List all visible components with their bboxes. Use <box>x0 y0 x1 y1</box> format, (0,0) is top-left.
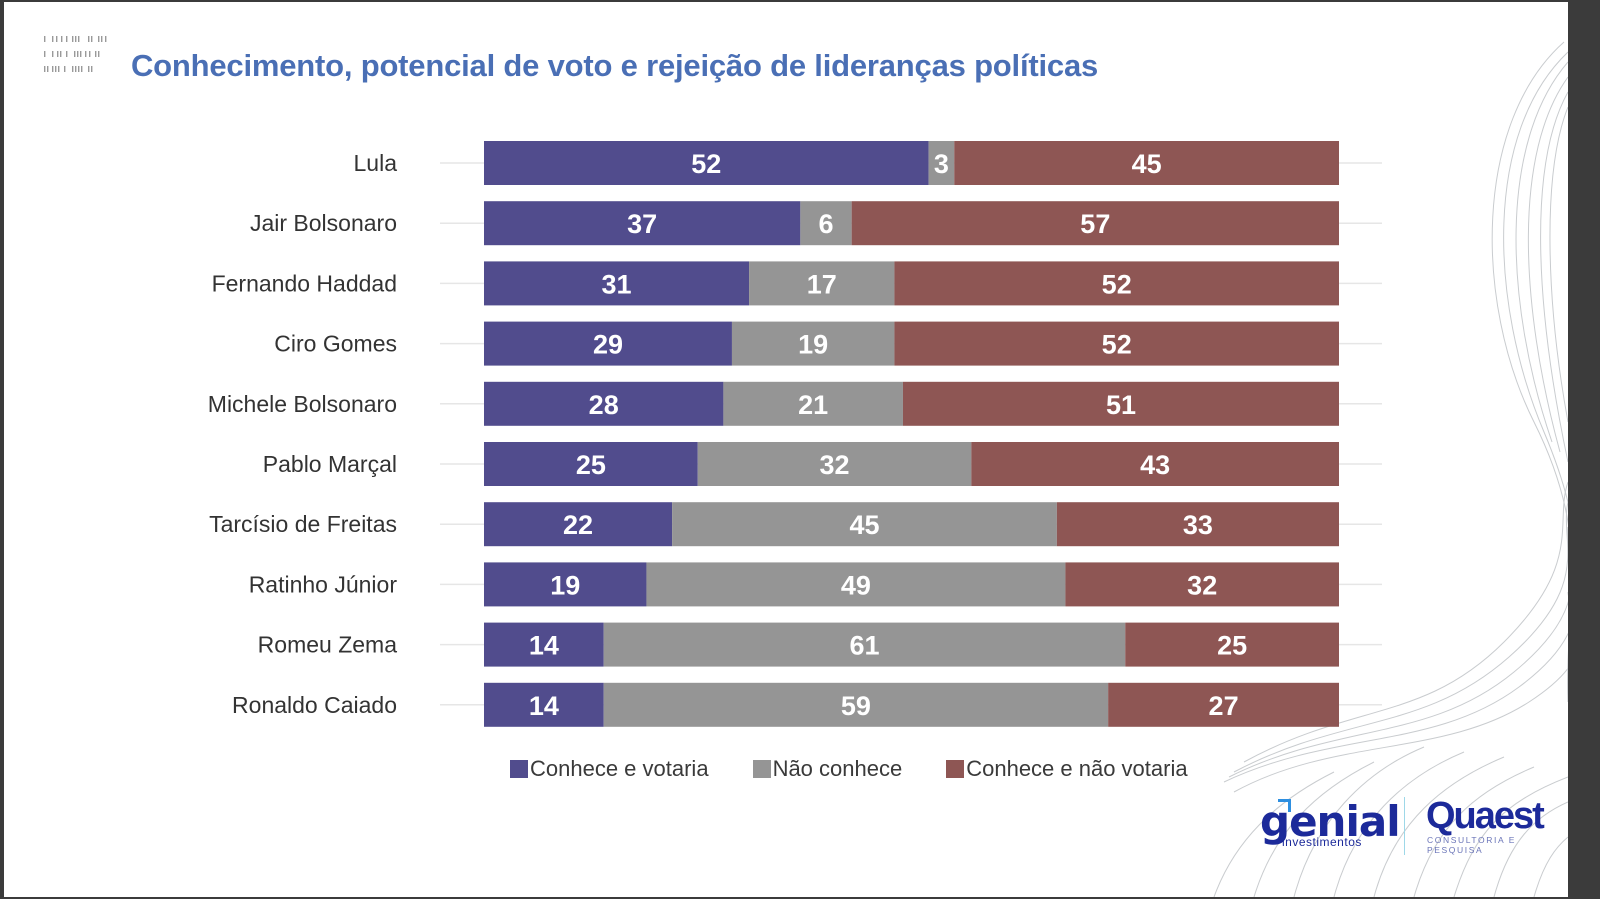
bar-segment-nao-conhece <box>731 321 895 366</box>
data-label: 14 <box>529 631 559 661</box>
bar-segment-nao-conhece <box>749 261 895 306</box>
bar-segment-nao-conhece <box>800 201 852 246</box>
legend-swatch <box>510 760 528 778</box>
legend-swatch <box>752 760 771 778</box>
category-label: Tarcísio de Freitas <box>209 511 397 537</box>
category-label: Michele Bolsonaro <box>208 391 397 417</box>
quaest-subtitle: CONSULTORIA E PESQUISA <box>1427 835 1516 855</box>
bar-segment-conhece-e-votaria <box>484 502 673 547</box>
chart-legend: Conhece e votaria Não conhece Conhece e … <box>510 756 1232 782</box>
data-label: 22 <box>563 510 593 540</box>
legend-item-nao-conhece: Não conhece <box>752 756 903 782</box>
data-label: 61 <box>849 631 879 661</box>
data-label: 31 <box>602 269 632 299</box>
data-label: 32 <box>1187 570 1217 600</box>
bar-segment-nao-conhece <box>697 442 972 486</box>
data-label: 43 <box>1140 450 1170 480</box>
category-label: Ronaldo Caiado <box>232 692 397 718</box>
data-label: 57 <box>1080 209 1110 239</box>
data-label: 59 <box>841 691 871 721</box>
data-label: 52 <box>1102 269 1132 299</box>
quaest-wordmark: Quaest <box>1426 795 1545 837</box>
data-label: 45 <box>1132 149 1162 179</box>
data-label: 21 <box>798 390 828 420</box>
chart-title: Conhecimento, potencial de voto e rejeiç… <box>131 48 1099 83</box>
stacked-bar-chart: Lula 52 3 45 Jair Bolsonaro 37 6 57 Fernando Had… <box>208 141 1382 727</box>
data-label: 32 <box>820 450 850 480</box>
data-label: 25 <box>576 450 606 480</box>
bar-segment-conhece-e-nao-votaria <box>902 381 1339 426</box>
data-label: 52 <box>691 149 721 179</box>
genial-subtitle: investimentos <box>1282 835 1362 849</box>
category-label: Ciro Gomes <box>274 331 397 357</box>
bar-segment-conhece-e-nao-votaria <box>954 141 1339 185</box>
legend-label: Conhece e não votaria <box>966 756 1188 781</box>
partner-logos: genial investimentos Quaest CONSULTORIA … <box>1254 795 1554 857</box>
bar-segment-conhece-e-nao-votaria <box>971 442 1339 486</box>
data-label: 17 <box>807 269 837 299</box>
bar-segment-conhece-e-votaria <box>484 201 801 246</box>
bar-segment-nao-conhece <box>603 622 1126 667</box>
legend-item-conhece-e-nao-votaria: Conhece e não votaria <box>946 756 1188 782</box>
data-label: 28 <box>589 390 619 420</box>
legend-label: Conhece e votaria <box>530 756 709 781</box>
legend-item-conhece-e-votaria: Conhece e votaria <box>510 756 709 782</box>
bar-segment-nao-conhece <box>723 381 903 426</box>
category-label: Fernando Haddad <box>212 270 397 296</box>
data-label: 19 <box>798 330 828 360</box>
category-label: Lula <box>354 150 398 176</box>
bar-segment-conhece-e-votaria <box>484 622 604 667</box>
bar-segment-nao-conhece <box>646 562 1066 607</box>
bar-segment-conhece-e-nao-votaria <box>1065 562 1339 607</box>
bar-segment-conhece-e-votaria <box>484 682 604 727</box>
bar-segment-conhece-e-nao-votaria <box>894 321 1339 366</box>
data-label: 52 <box>1102 330 1132 360</box>
genial-wordmark: genial <box>1260 797 1401 846</box>
slide: Conhecimento, potencial de voto e rejeiç… <box>4 2 1568 897</box>
bar-segment-nao-conhece <box>672 502 1057 547</box>
logo-divider <box>1404 797 1405 855</box>
data-label: 27 <box>1209 691 1239 721</box>
bar-segment-conhece-e-nao-votaria <box>1056 502 1339 547</box>
data-label: 6 <box>818 209 833 239</box>
bar-segment-conhece-e-nao-votaria <box>851 201 1339 246</box>
category-label: Ratinho Júnior <box>249 571 398 597</box>
bar-segment-conhece-e-votaria <box>484 562 647 607</box>
legend-swatch <box>946 760 965 778</box>
legend-label: Não conhece <box>772 756 903 781</box>
bar-segment-conhece-e-nao-votaria <box>894 261 1339 306</box>
data-label: 37 <box>627 209 657 239</box>
data-label: 45 <box>849 510 879 540</box>
data-label: 25 <box>1217 631 1247 661</box>
bar-segment-conhece-e-votaria <box>484 321 732 366</box>
bar-segment-conhece-e-votaria <box>484 261 750 306</box>
bar-segment-conhece-e-nao-votaria <box>1125 622 1339 667</box>
bar-segment-nao-conhece <box>603 682 1109 727</box>
data-label: 3 <box>934 149 949 179</box>
bar-segment-nao-conhece <box>928 141 955 185</box>
data-label: 33 <box>1183 510 1213 540</box>
bar-segment-conhece-e-nao-votaria <box>1108 682 1339 727</box>
data-label: 19 <box>550 570 580 600</box>
barcode-decoration <box>44 36 107 72</box>
data-label: 29 <box>593 330 623 360</box>
bar-segment-conhece-e-votaria <box>484 381 724 426</box>
arrow-icon <box>1278 799 1291 812</box>
data-label: 51 <box>1106 390 1136 420</box>
data-label: 49 <box>841 570 871 600</box>
data-label: 14 <box>529 691 559 721</box>
bar-segment-conhece-e-votaria <box>484 442 698 486</box>
category-label: Jair Bolsonaro <box>250 210 397 236</box>
bar-segment-conhece-e-votaria <box>484 141 929 185</box>
category-label: Romeu Zema <box>258 632 398 658</box>
category-label: Pablo Marçal <box>263 451 397 477</box>
